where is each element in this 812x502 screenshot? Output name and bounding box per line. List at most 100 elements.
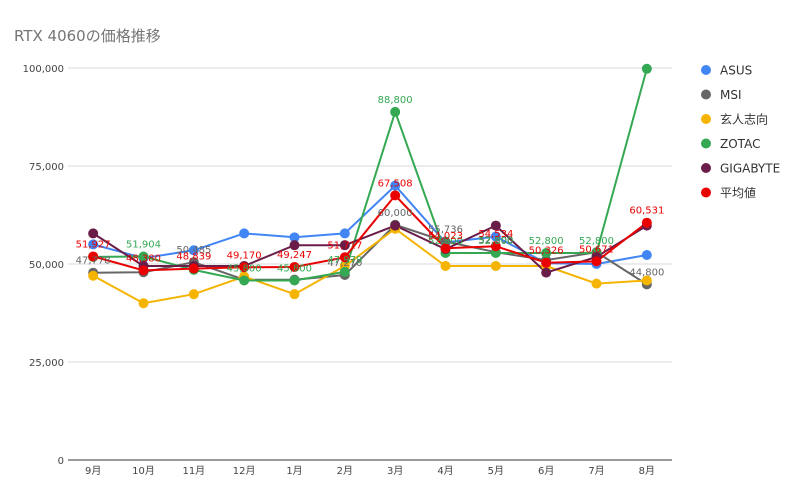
data-label: 49,247 xyxy=(277,250,312,261)
data-label: 67,508 xyxy=(378,178,413,189)
data-label: 51,904 xyxy=(126,240,161,251)
y-tick-label: 50,000 xyxy=(29,260,64,271)
x-axis-ticks: 9月 10月 11月 12月 1月 2月 3月 4月 5月 6月 7月 8月 xyxy=(85,465,655,477)
x-tick-label: 1月 xyxy=(286,465,302,477)
data-label: 48,380 xyxy=(126,253,161,264)
data-point xyxy=(641,63,652,74)
legend-label: GIGABYTE xyxy=(720,162,780,176)
series-line-玄人志向 xyxy=(92,227,647,305)
data-point xyxy=(339,266,350,277)
data-label: 54,023 xyxy=(428,231,463,242)
data-point xyxy=(490,231,501,242)
y-tick-label: 25,000 xyxy=(29,358,64,369)
data-point xyxy=(390,106,401,117)
data-label: 52,800 xyxy=(428,236,463,247)
data-point xyxy=(88,239,99,250)
data-label: 88,800 xyxy=(378,95,413,106)
data-point xyxy=(88,270,99,281)
data-point xyxy=(641,275,652,286)
legend-marker xyxy=(701,65,711,75)
data-point xyxy=(591,278,602,289)
data-point xyxy=(339,240,350,251)
data-point xyxy=(490,241,501,252)
data-point xyxy=(339,252,350,263)
x-tick-label: 2月 xyxy=(337,465,353,477)
legend-marker xyxy=(701,138,711,149)
series-line-平均値 xyxy=(92,193,648,272)
data-point xyxy=(188,263,199,274)
data-label: 50,485 xyxy=(176,245,211,256)
data-point xyxy=(188,289,199,300)
data-label: 51,717 xyxy=(327,240,362,251)
x-tick-label: 12月 xyxy=(233,465,256,477)
data-label: 47,979 xyxy=(327,255,362,266)
data-point xyxy=(88,228,99,239)
y-axis-ticks: 0 25,000 50,000 75,000 100,000 xyxy=(23,64,64,467)
x-tick-label: 6月 xyxy=(538,465,554,477)
legend-label: ASUS xyxy=(720,64,752,78)
data-label: 51,927 xyxy=(76,239,111,250)
data-point xyxy=(239,228,250,239)
data-point xyxy=(490,220,501,231)
x-tick-label: 8月 xyxy=(639,465,655,477)
data-label: 48,839 xyxy=(176,252,211,263)
x-tick-label: 10月 xyxy=(132,465,155,477)
y-tick-label: 100,000 xyxy=(23,64,64,75)
data-point xyxy=(591,256,602,267)
data-label: 45,800 xyxy=(277,263,312,274)
data-point xyxy=(440,243,451,254)
data-point xyxy=(641,217,652,228)
data-label: 52,800 xyxy=(478,235,513,246)
series-line-GIGABYTE xyxy=(92,224,648,274)
data-point xyxy=(289,275,300,286)
data-label: 52,800 xyxy=(579,236,614,247)
legend-label: MSI xyxy=(720,88,742,102)
y-tick-label: 0 xyxy=(58,456,64,467)
data-label: 60,531 xyxy=(629,206,664,217)
data-point xyxy=(239,275,250,286)
data-point xyxy=(541,248,552,259)
legend: ASUS MSI 玄人志向 ZOTAC GIGABYTE 平均値 xyxy=(701,64,780,200)
data-label: 44,800 xyxy=(629,267,664,278)
data-point xyxy=(641,249,652,260)
data-point xyxy=(138,251,149,262)
data-point xyxy=(88,251,99,262)
data-point xyxy=(289,240,300,251)
series-points xyxy=(88,63,652,309)
x-tick-label: 5月 xyxy=(488,465,504,477)
data-point xyxy=(440,260,451,271)
x-tick-label: 7月 xyxy=(588,465,604,477)
data-label: 60,000 xyxy=(378,208,413,219)
data-point xyxy=(490,260,501,271)
data-label: 50,671 xyxy=(579,244,614,255)
legend-marker xyxy=(701,187,711,198)
series-line-ZOTAC xyxy=(93,68,648,282)
data-label: 47,270 xyxy=(327,258,362,269)
series-lines xyxy=(92,68,648,305)
data-point xyxy=(239,262,250,273)
data-label: 54,534 xyxy=(478,229,513,240)
data-label: 52,800 xyxy=(529,236,564,247)
legend-marker xyxy=(701,114,711,124)
data-point xyxy=(390,180,401,191)
data-label: 50,326 xyxy=(529,246,564,257)
data-label: 47,778 xyxy=(76,256,111,267)
data-point xyxy=(390,190,401,201)
x-tick-label: 11月 xyxy=(182,465,205,477)
data-point xyxy=(541,267,552,278)
data-point xyxy=(390,220,401,231)
data-point xyxy=(138,298,149,309)
data-label: 49,170 xyxy=(227,250,262,261)
legend-label: 玄人志向 xyxy=(720,112,768,127)
data-point xyxy=(188,245,199,256)
data-point xyxy=(541,257,552,268)
data-point xyxy=(289,232,300,243)
series-line-MSI xyxy=(93,223,648,286)
legend-marker xyxy=(701,163,711,173)
legend-label: ZOTAC xyxy=(720,137,760,151)
chart-title: RTX 4060の価格推移 xyxy=(14,27,161,45)
data-point xyxy=(289,261,300,272)
legend-label: 平均値 xyxy=(720,185,756,200)
data-label: 55,736 xyxy=(428,225,463,236)
data-point xyxy=(138,265,149,276)
